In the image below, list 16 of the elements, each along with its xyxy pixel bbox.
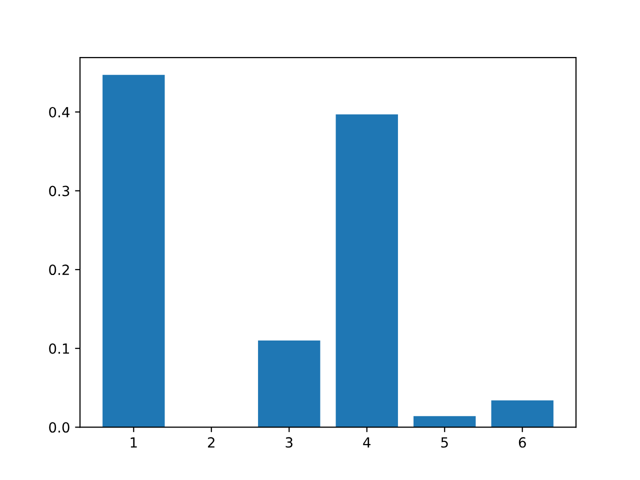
y-tick-label: 0.3 [49,186,70,196]
bar [336,114,398,428]
x-tick-label: 1 [130,437,137,448]
y-tick-label: 0.2 [49,264,69,276]
x-tick-label: 5 [441,437,448,448]
y-tick-label: 0.1 [49,343,69,354]
x-tick-label: 4 [363,437,371,448]
x-tick-label: 2 [208,437,214,448]
bar [102,74,165,428]
x-tick-label: 6 [518,437,526,448]
bar [414,416,476,428]
bar [491,400,554,428]
y-tick-label: 0.0 [49,422,70,433]
x-tick-label: 3 [286,437,292,448]
bar [258,340,320,428]
y-tick-label: 0.4 [49,106,70,118]
